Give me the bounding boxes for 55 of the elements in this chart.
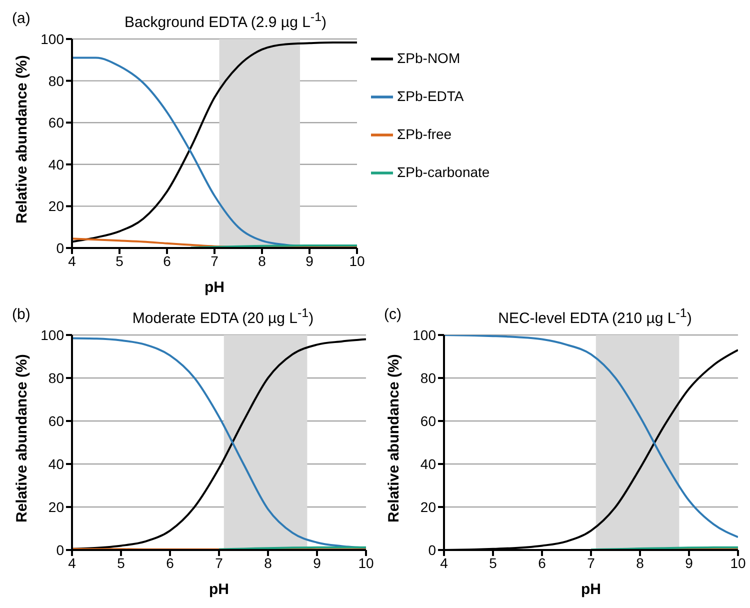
x-tick-label: 4 <box>440 554 448 571</box>
y-axis-title: Relative abundance (%) <box>13 354 30 522</box>
legend-label: ΣPb-carbonate <box>397 164 490 180</box>
y-tick-label: 80 <box>420 370 436 386</box>
legend-label: ΣPb-EDTA <box>397 88 464 104</box>
text: (c) <box>384 306 402 323</box>
chart-title: Background EDTA (2.9 µg L$^{-1}$) <box>123 10 328 31</box>
legend-label: ΣPb-free <box>397 126 452 142</box>
x-tick-label: 8 <box>258 252 266 269</box>
x-tick-label: 5 <box>116 252 124 269</box>
x-tick-label: 7 <box>210 252 219 269</box>
y-tick-label: 100 <box>40 30 64 47</box>
x-tick-label: 5 <box>117 554 126 571</box>
chart-title: Moderate EDTA (20 µg L$^{-1}$) <box>131 306 315 327</box>
x-tick-label: 10 <box>349 252 365 269</box>
x-tick-label: 9 <box>685 554 694 571</box>
legend-label: ΣPb-NOM <box>397 50 460 66</box>
y-tick-label: 20 <box>420 498 436 515</box>
y-tick-label: 60 <box>420 412 436 429</box>
x-tick-label: 7 <box>215 554 224 571</box>
y-axis-title: Relative abundance (%) <box>13 55 30 224</box>
text: (a) <box>12 10 30 27</box>
x-tick-label: 8 <box>636 554 644 571</box>
text: (b) <box>12 306 30 323</box>
x-axis-title: pH <box>209 581 229 598</box>
x-tick-label: 7 <box>587 554 596 571</box>
y-tick-label: 40 <box>48 456 64 472</box>
x-tick-label: 10 <box>358 554 374 571</box>
y-tick-label: 20 <box>48 198 64 214</box>
y-tick-label: 100 <box>40 326 64 343</box>
x-axis-title: pH <box>204 279 224 296</box>
y-tick-label: 100 <box>412 326 436 343</box>
y-tick-label: 20 <box>48 498 64 515</box>
x-tick-label: 10 <box>730 554 746 571</box>
x-tick-label: 9 <box>306 252 314 269</box>
x-axis-title: pH <box>581 581 601 598</box>
y-tick-label: 40 <box>48 156 64 172</box>
x-tick-label: 6 <box>163 252 172 269</box>
y-tick-label: 60 <box>48 412 64 429</box>
x-tick-label: 4 <box>68 554 76 571</box>
chart-title: NEC-level EDTA (210 µg L$^{-1}$) <box>497 306 693 327</box>
x-tick-label: 8 <box>264 554 272 571</box>
x-tick-label: 9 <box>313 554 322 571</box>
y-tick-label: 40 <box>420 456 436 472</box>
x-tick-label: 4 <box>68 252 76 269</box>
x-tick-label: 5 <box>489 554 498 571</box>
y-tick-label: 0 <box>428 542 436 558</box>
x-tick-label: 6 <box>538 554 546 571</box>
y-tick-label: 0 <box>56 240 64 256</box>
y-tick-label: 80 <box>48 370 64 386</box>
x-tick-label: 6 <box>166 554 174 571</box>
y-tick-label: 60 <box>48 114 64 131</box>
y-tick-label: 0 <box>56 542 64 558</box>
y-axis-title: Relative abundance (%) <box>385 354 402 522</box>
y-tick-label: 80 <box>48 72 64 89</box>
